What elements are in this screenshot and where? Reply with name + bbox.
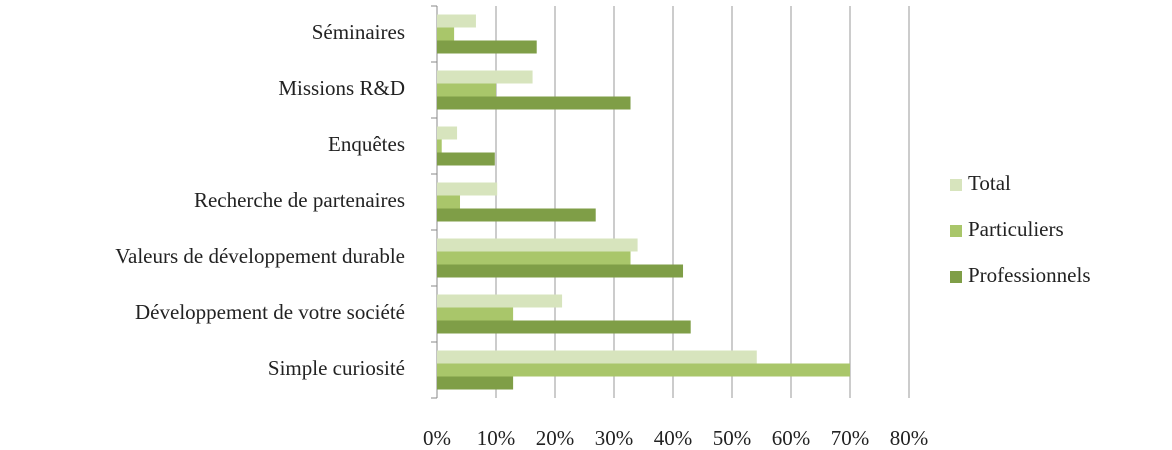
bar xyxy=(437,195,461,209)
bar xyxy=(437,27,455,41)
bar xyxy=(437,70,533,84)
x-tick-label: 40% xyxy=(654,426,693,450)
y-tick-label: Séminaires xyxy=(312,20,405,44)
y-tick-label: Recherche de partenaires xyxy=(194,188,405,212)
bar xyxy=(437,350,757,364)
x-tick-label: 30% xyxy=(595,426,634,450)
bar xyxy=(437,83,496,97)
bar xyxy=(437,96,631,110)
bar xyxy=(437,40,537,54)
legend-swatch xyxy=(950,271,962,283)
y-tick-label: Missions R&D xyxy=(278,76,405,100)
x-tick-label: 70% xyxy=(831,426,870,450)
bar xyxy=(437,320,691,334)
y-tick-label: Simple curiosité xyxy=(268,356,405,380)
legend-label: Professionnels xyxy=(968,263,1091,287)
x-tick-label: 20% xyxy=(536,426,575,450)
x-tick-label: 60% xyxy=(772,426,811,450)
x-tick-label: 50% xyxy=(713,426,752,450)
bar xyxy=(437,307,514,321)
bar xyxy=(437,294,563,308)
bar xyxy=(437,152,495,166)
bar xyxy=(437,264,684,278)
bar xyxy=(437,126,458,140)
legend-swatch xyxy=(950,225,962,237)
bar xyxy=(437,238,638,252)
y-tick-label: Développement de votre société xyxy=(135,300,405,324)
legend-label: Particuliers xyxy=(968,217,1064,241)
legend-label: Total xyxy=(968,171,1011,195)
bar xyxy=(437,182,498,196)
x-tick-label: 10% xyxy=(477,426,516,450)
y-tick-label: Enquêtes xyxy=(328,132,405,156)
x-tick-label: 0% xyxy=(423,426,451,450)
bar xyxy=(437,251,631,265)
x-tick-label: 80% xyxy=(890,426,929,450)
bar xyxy=(437,363,850,377)
bar xyxy=(437,14,476,28)
y-tick-label: Valeurs de développement durable xyxy=(115,244,405,268)
bar xyxy=(437,208,596,222)
bar xyxy=(437,139,442,153)
bar xyxy=(437,376,514,390)
legend-swatch xyxy=(950,179,962,191)
